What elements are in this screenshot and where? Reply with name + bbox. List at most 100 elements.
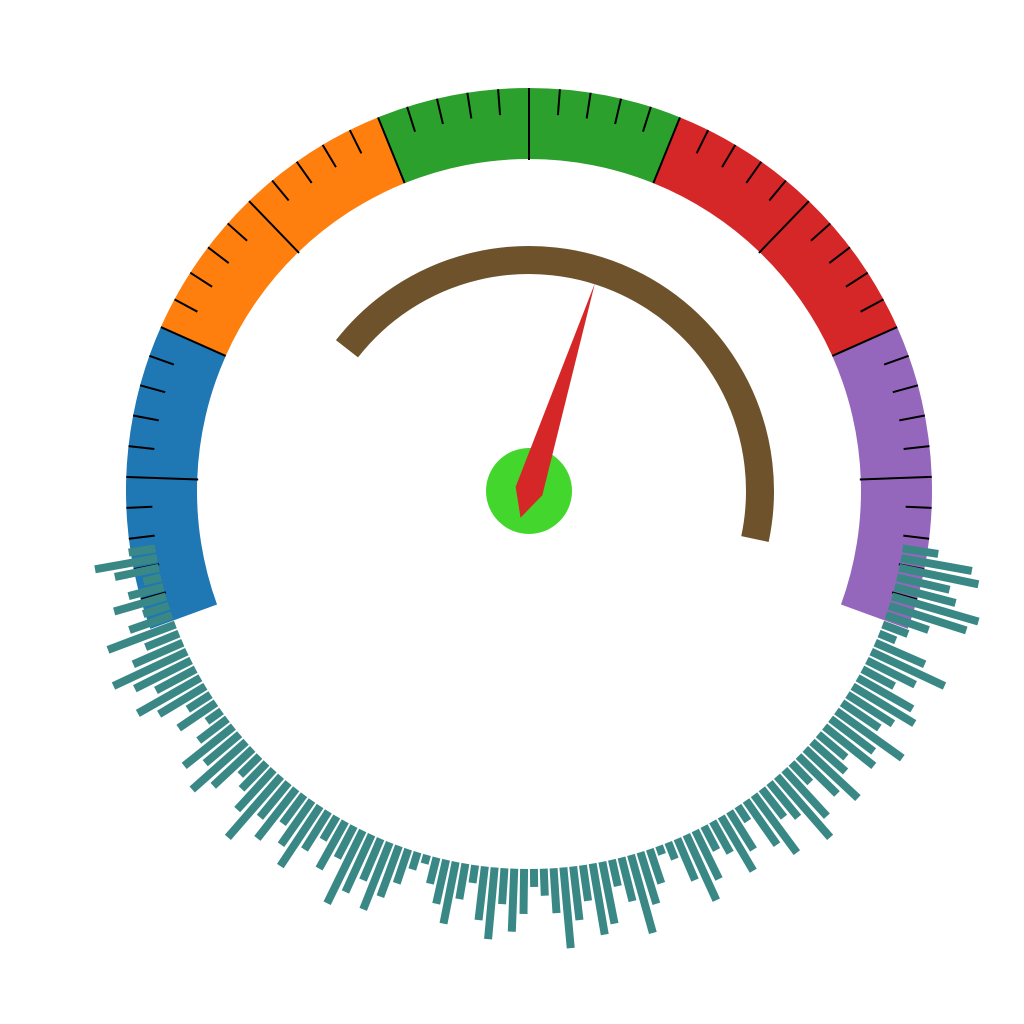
radial-bar bbox=[788, 760, 814, 786]
gauge-tick bbox=[810, 222, 832, 242]
radial-bar bbox=[376, 844, 403, 898]
gauge-ticks bbox=[126, 88, 932, 601]
gauge-tick bbox=[226, 222, 248, 242]
radial-bar bbox=[202, 731, 243, 767]
radial-bar bbox=[142, 573, 162, 586]
gauge-tick bbox=[466, 92, 473, 119]
radial-bar bbox=[279, 792, 308, 827]
radial-bar bbox=[468, 864, 480, 884]
gauge-tick bbox=[883, 354, 909, 366]
radial-bar bbox=[539, 868, 549, 896]
radial-bar bbox=[890, 592, 980, 626]
radial-bar bbox=[750, 792, 801, 855]
gauge-tick bbox=[652, 116, 681, 184]
radial-bar bbox=[834, 707, 905, 762]
radial-bar bbox=[341, 833, 376, 894]
radial-bar bbox=[319, 814, 341, 842]
radial-bar bbox=[549, 867, 561, 914]
gauge-tick bbox=[695, 129, 710, 154]
value-arc bbox=[335, 246, 774, 542]
gauge-tick bbox=[497, 89, 502, 116]
gauge-tick bbox=[903, 445, 930, 450]
radial-bar bbox=[432, 858, 450, 905]
gauge-tick bbox=[642, 106, 652, 132]
gauge-tick bbox=[295, 161, 313, 184]
radial-bar bbox=[196, 715, 230, 744]
gauge-tick bbox=[128, 534, 155, 540]
gauge-tick bbox=[556, 89, 561, 116]
gauge-tick bbox=[207, 246, 230, 264]
gauge-tick bbox=[139, 384, 166, 394]
radial-bar bbox=[734, 803, 752, 824]
gauge-tick bbox=[905, 505, 932, 509]
radial-bar bbox=[426, 856, 441, 885]
radial-bar bbox=[106, 620, 177, 654]
gauge-tick bbox=[903, 534, 930, 540]
radial-bar bbox=[845, 691, 896, 728]
radial-bar bbox=[323, 828, 367, 905]
needle-layer bbox=[486, 283, 595, 534]
gauge-tick bbox=[614, 98, 622, 125]
gauge-needle bbox=[515, 283, 595, 518]
radial-bar bbox=[809, 738, 849, 775]
radial-bar bbox=[673, 837, 699, 882]
radial-bar bbox=[855, 674, 915, 713]
radial-bar bbox=[873, 638, 927, 668]
radial-bar bbox=[498, 867, 509, 905]
radial-bar bbox=[742, 798, 781, 848]
radial-bar bbox=[133, 656, 193, 693]
radial-bar bbox=[559, 867, 575, 949]
radial-bar bbox=[898, 563, 980, 589]
gauge-tick bbox=[149, 354, 175, 366]
gauge-tick bbox=[860, 298, 884, 313]
radial-bar bbox=[900, 554, 973, 575]
radial-bar bbox=[154, 665, 198, 694]
gauge-tick bbox=[436, 98, 444, 125]
radial-bar bbox=[758, 786, 788, 820]
radial-bar bbox=[144, 629, 181, 651]
radial-bar bbox=[277, 798, 316, 848]
gauge-tick bbox=[892, 384, 919, 394]
radial-bar bbox=[507, 868, 519, 932]
radial-bar bbox=[578, 864, 593, 902]
gauge-tick bbox=[348, 129, 363, 154]
radial-bar bbox=[881, 620, 910, 638]
radial-bar bbox=[114, 563, 160, 581]
gauge-tick bbox=[189, 271, 213, 288]
radial-bar bbox=[617, 856, 637, 903]
radial-bar bbox=[773, 773, 834, 841]
radial-bar bbox=[256, 780, 292, 820]
radial-bar bbox=[664, 840, 679, 861]
gauge-tick bbox=[406, 106, 416, 132]
gauge-tick bbox=[831, 326, 898, 357]
radial-bar bbox=[636, 851, 661, 905]
radial-bar bbox=[717, 814, 757, 873]
radial-bar bbox=[238, 760, 270, 792]
gauge-tick bbox=[126, 505, 153, 509]
radial-bar bbox=[896, 573, 951, 594]
radial-bar bbox=[359, 840, 394, 911]
radial-bar bbox=[301, 809, 332, 852]
gauge-bands bbox=[126, 88, 932, 629]
radial-bar bbox=[234, 767, 277, 813]
value-arc-layer bbox=[335, 246, 774, 542]
radial-bar bbox=[455, 862, 470, 900]
radial-bar bbox=[408, 851, 422, 871]
gauge-tick bbox=[248, 200, 300, 254]
radial-bar bbox=[865, 656, 917, 689]
gauge-tick bbox=[745, 161, 763, 184]
radial-bar bbox=[766, 780, 802, 820]
gauge-tick bbox=[377, 116, 406, 184]
radial-bar bbox=[781, 767, 830, 819]
gauge-tick bbox=[758, 200, 810, 254]
radial-bar bbox=[113, 592, 168, 616]
radial-bar bbox=[94, 554, 158, 574]
radial-bar bbox=[893, 583, 957, 607]
gauge-tick bbox=[271, 179, 290, 202]
radial-bar bbox=[141, 602, 171, 618]
radial-bar bbox=[439, 861, 460, 925]
radial-bar bbox=[569, 865, 584, 921]
radial-bar bbox=[237, 753, 263, 778]
radial-bar bbox=[700, 824, 721, 852]
